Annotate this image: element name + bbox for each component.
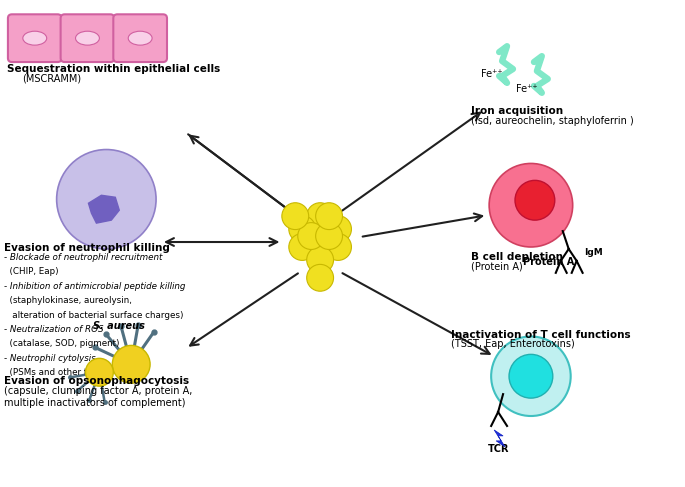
Circle shape	[307, 264, 334, 291]
Circle shape	[282, 203, 309, 229]
Text: - Blockade of neutrophil recruitment: - Blockade of neutrophil recruitment	[4, 253, 162, 262]
Text: Fe⁺⁺: Fe⁺⁺	[516, 84, 538, 94]
Circle shape	[57, 150, 156, 249]
Text: TCR: TCR	[488, 444, 510, 454]
Ellipse shape	[75, 31, 99, 45]
FancyBboxPatch shape	[60, 14, 114, 62]
Circle shape	[325, 234, 351, 261]
FancyBboxPatch shape	[8, 14, 62, 62]
Circle shape	[307, 246, 334, 273]
Circle shape	[112, 345, 150, 383]
Text: Evasion of opsonophagocytosis: Evasion of opsonophagocytosis	[4, 376, 189, 386]
Circle shape	[489, 164, 573, 247]
Circle shape	[307, 203, 334, 229]
Text: Evasion of neutrophil killing: Evasion of neutrophil killing	[4, 243, 170, 253]
Text: alteration of bacterial surface charges): alteration of bacterial surface charges)	[4, 311, 184, 319]
FancyBboxPatch shape	[113, 14, 167, 62]
Ellipse shape	[23, 31, 47, 45]
Text: B cell depletion: B cell depletion	[471, 252, 563, 262]
Ellipse shape	[128, 31, 152, 45]
Text: (capsule, clumping factor A, protein A,
multiple inactivators of complement): (capsule, clumping factor A, protein A, …	[4, 386, 192, 408]
Text: Sequestration within epithelial cells: Sequestration within epithelial cells	[7, 64, 220, 74]
Text: Protein A: Protein A	[523, 257, 574, 267]
Text: (catalase, SOD, pigment): (catalase, SOD, pigment)	[4, 339, 119, 349]
Text: (staphylokinase, aureolysin,: (staphylokinase, aureolysin,	[4, 296, 132, 305]
Circle shape	[316, 223, 342, 249]
Text: (PSMs and other toxins): (PSMs and other toxins)	[4, 368, 114, 377]
Text: Iron acquisition: Iron acquisition	[471, 106, 563, 116]
Polygon shape	[494, 430, 505, 447]
Text: Fe⁺⁺: Fe⁺⁺	[481, 69, 503, 79]
Text: - Neutrophil cytolysis: - Neutrophil cytolysis	[4, 354, 96, 363]
Circle shape	[289, 234, 316, 261]
Text: (MSCRAMM): (MSCRAMM)	[22, 74, 81, 84]
Circle shape	[325, 216, 351, 243]
Polygon shape	[88, 195, 119, 223]
Text: (CHIP, Eap): (CHIP, Eap)	[4, 267, 58, 276]
Text: S. aureus: S. aureus	[93, 320, 145, 331]
Text: Inactivation of T cell functions: Inactivation of T cell functions	[451, 330, 631, 339]
Circle shape	[509, 355, 553, 398]
Circle shape	[316, 203, 342, 229]
Text: IgM: IgM	[584, 248, 603, 258]
Text: (TSST, Eap, Enterotoxins): (TSST, Eap, Enterotoxins)	[451, 339, 575, 350]
Text: - Inhibition of antimicrobial peptide killing: - Inhibition of antimicrobial peptide ki…	[4, 282, 186, 291]
Text: (Protein A): (Protein A)	[471, 262, 523, 272]
Circle shape	[298, 223, 325, 249]
Text: - Neutralization of ROS: - Neutralization of ROS	[4, 325, 103, 334]
Text: (Isd, aureochelin, staphyloferrin ): (Isd, aureochelin, staphyloferrin )	[471, 116, 634, 126]
Circle shape	[515, 180, 555, 220]
Circle shape	[86, 358, 113, 386]
Circle shape	[289, 216, 316, 243]
Circle shape	[491, 337, 571, 416]
